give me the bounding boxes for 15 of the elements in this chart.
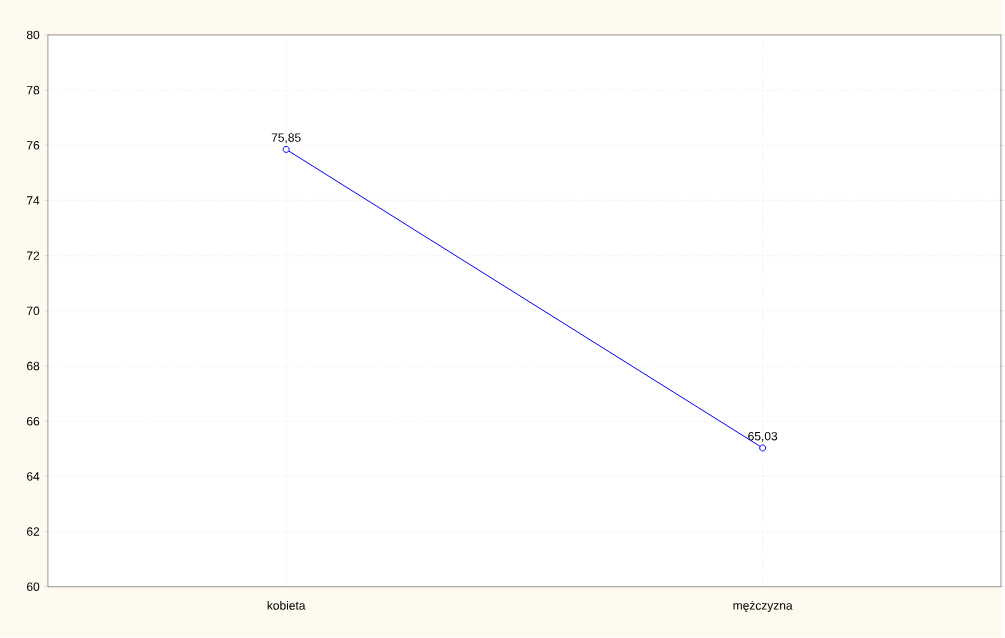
y-tick-label: 80	[26, 30, 40, 40]
x-tick-label: kobieta	[267, 601, 306, 610]
data-label: 75,85	[271, 133, 301, 144]
y-tick-label: 74	[27, 196, 40, 205]
x-tick-label: mężczyzna	[733, 601, 793, 613]
y-tick-label: 62	[27, 527, 40, 536]
y-tick-label: 64	[27, 472, 40, 481]
y-tick-label: 60	[27, 582, 40, 592]
data-label: 65,03	[748, 432, 778, 442]
y-tick-label: 76	[27, 141, 40, 150]
y-tick-label: 78	[27, 86, 40, 95]
y-tick-label: 72	[27, 251, 40, 260]
y-tick-label: 66	[27, 417, 40, 426]
y-tick-label: 70	[27, 306, 40, 316]
y-tick-label: 68	[27, 361, 40, 371]
